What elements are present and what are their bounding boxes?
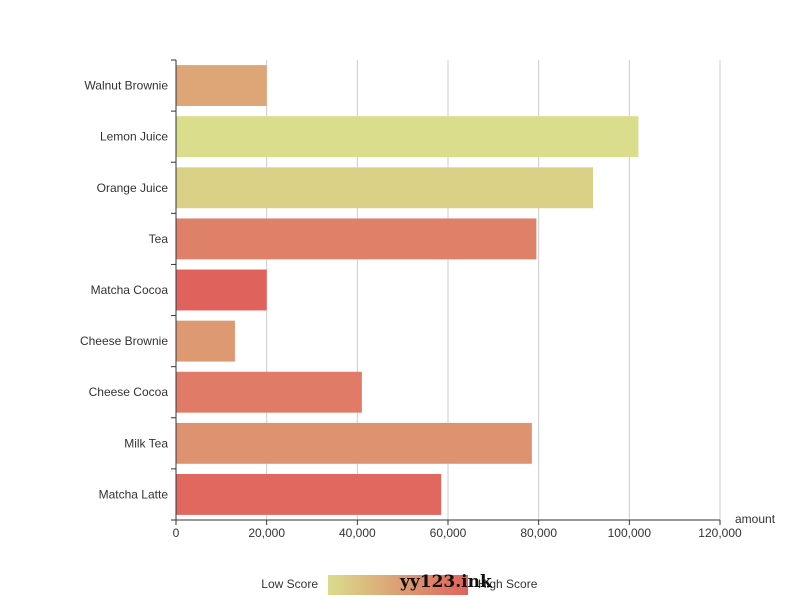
y-category-label: Lemon Juice (100, 130, 168, 144)
visual-map-legend[interactable]: Low Score High Score yy123.ink (261, 572, 538, 595)
bar[interactable] (176, 371, 362, 413)
y-category-label: Matcha Latte (99, 487, 169, 501)
y-category-label: Orange Juice (97, 181, 169, 195)
y-category-label: Milk Tea (124, 436, 168, 450)
bar[interactable] (176, 320, 235, 362)
legend-low-label: Low Score (261, 577, 318, 591)
y-category-label: Tea (149, 232, 169, 246)
bar[interactable] (176, 474, 442, 515)
y-category-label: Matcha Cocoa (91, 283, 169, 297)
bar[interactable] (176, 167, 594, 209)
bar[interactable] (176, 422, 532, 464)
bar[interactable] (176, 116, 639, 158)
y-category-label: Cheese Brownie (80, 334, 168, 348)
x-tick-label: 40,000 (339, 526, 376, 540)
x-tick-label: 120,000 (698, 526, 742, 540)
x-axis-name: amount (735, 512, 776, 526)
bar[interactable] (176, 269, 267, 311)
bar[interactable] (176, 218, 537, 260)
x-tick-label: 0 (173, 526, 180, 540)
y-category-label: Cheese Cocoa (89, 385, 169, 399)
axes: 0 20,000 40,000 60,000 80,000 100,000 120,000 W… (80, 59, 742, 540)
y-category-label: Walnut Brownie (84, 79, 168, 93)
legend-gradient-bar[interactable] (328, 575, 468, 595)
watermark: yy123.ink (399, 572, 493, 592)
bar[interactable] (176, 65, 267, 106)
x-tick-label: 60,000 (430, 526, 467, 540)
x-tick-label: 20,000 (248, 526, 285, 540)
x-tick-label: 100,000 (608, 526, 652, 540)
legend-high-label: High Score (478, 577, 538, 591)
bars (176, 65, 639, 515)
x-tick-label: 80,000 (520, 526, 557, 540)
